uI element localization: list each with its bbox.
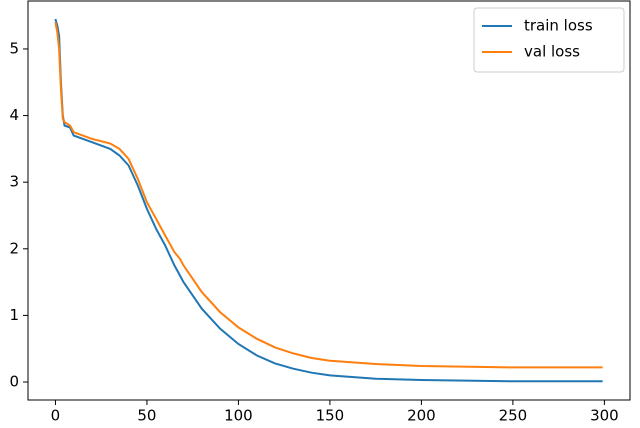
legend-label: train loss bbox=[524, 17, 593, 35]
x-tick-label: 200 bbox=[407, 407, 436, 425]
x-tick-label: 50 bbox=[137, 407, 156, 425]
y-tick-label: 0 bbox=[9, 373, 19, 391]
x-tick-label: 150 bbox=[316, 407, 345, 425]
x-tick-label: 300 bbox=[590, 407, 619, 425]
y-tick-label: 2 bbox=[9, 239, 19, 257]
y-tick-label: 5 bbox=[9, 39, 19, 57]
y-tick-label: 1 bbox=[9, 306, 19, 324]
line bbox=[54, 18, 603, 383]
plot-frame bbox=[27, 0, 631, 401]
legend-box bbox=[473, 7, 625, 73]
y-tick-label: 4 bbox=[9, 106, 19, 124]
line bbox=[54, 22, 603, 369]
x-tick-label: 100 bbox=[224, 407, 253, 425]
x-tick-label: 0 bbox=[51, 407, 61, 425]
y-tick-label: 3 bbox=[9, 173, 19, 191]
x-tick-label: 250 bbox=[499, 407, 528, 425]
legend-label: val loss bbox=[524, 43, 580, 61]
